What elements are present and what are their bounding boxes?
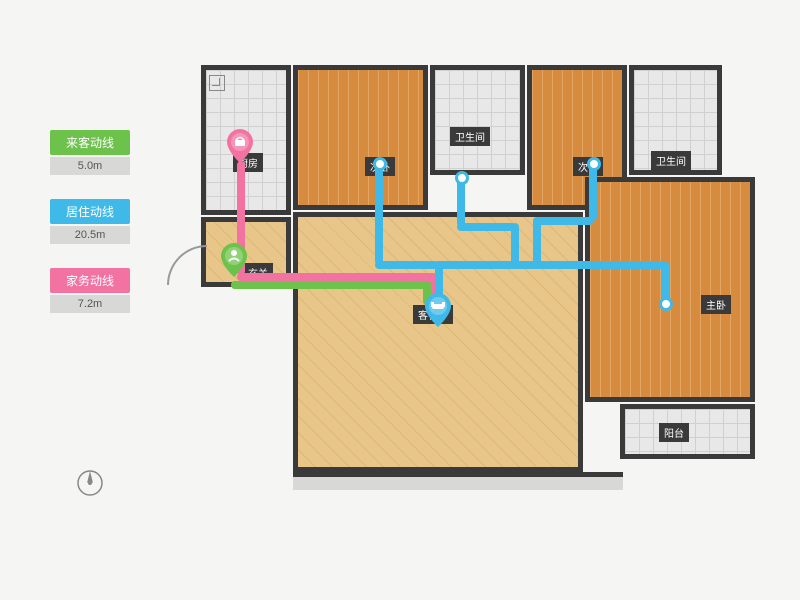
floorplan: 厨房次卧卫生间次卧卫生间客餐厅玄关主卧阳台 [175, 65, 760, 525]
legend: 来客动线 5.0m 居住动线 20.5m 家务动线 7.2m [50, 130, 130, 337]
door-arc [167, 245, 207, 285]
path-blue [375, 261, 439, 269]
room-bath1 [430, 65, 525, 175]
vent-icon [209, 75, 225, 91]
room-bedroom2a [293, 65, 428, 210]
legend-item-living: 居住动线 20.5m [50, 199, 130, 244]
path-pink [237, 273, 437, 281]
path-node [587, 157, 601, 171]
legend-item-guest: 来客动线 5.0m [50, 130, 130, 175]
marker-pink [227, 129, 253, 163]
legend-value: 20.5m [50, 226, 130, 244]
legend-value: 7.2m [50, 295, 130, 313]
path-blue [435, 261, 665, 269]
room-label-master: 主卧 [701, 295, 731, 314]
room-label-balcony: 阳台 [659, 423, 689, 442]
legend-label: 来客动线 [50, 130, 130, 155]
room-label-bath2: 卫生间 [651, 151, 691, 170]
legend-item-chore: 家务动线 7.2m [50, 268, 130, 313]
room-label-bath1: 卫生间 [450, 127, 490, 146]
legend-value: 5.0m [50, 157, 130, 175]
room-master [585, 177, 755, 402]
path-node [455, 171, 469, 185]
compass-icon [75, 468, 105, 498]
legend-label: 居住动线 [50, 199, 130, 224]
marker-green [221, 243, 247, 277]
legend-label: 家务动线 [50, 268, 130, 293]
path-blue [533, 217, 593, 225]
path-node [659, 297, 673, 311]
marker-blue [425, 293, 451, 327]
path-blue [457, 223, 515, 231]
path-node [373, 157, 387, 171]
path-blue [375, 161, 383, 265]
floor-shadow [293, 472, 623, 490]
path-green [231, 281, 431, 289]
path-blue [511, 223, 519, 265]
